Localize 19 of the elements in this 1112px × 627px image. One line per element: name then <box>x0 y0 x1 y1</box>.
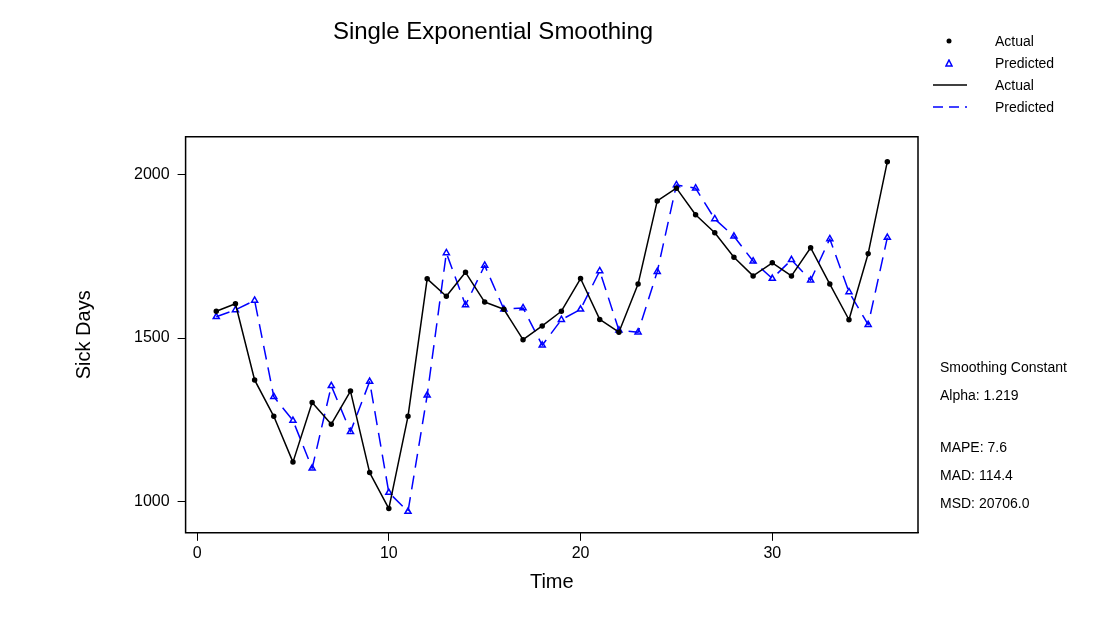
x-axis-title: Time <box>529 569 574 592</box>
text: MAPE: 7.6 <box>940 438 1008 457</box>
y-tick-label: 1500 <box>134 328 170 346</box>
chart-title: Single Exponential Smoothing <box>332 17 654 45</box>
x-tick-label: 20 <box>571 543 590 561</box>
text: MSD: 20706.0 <box>940 494 1031 513</box>
legend-label: Actual <box>995 77 1034 93</box>
x-tick-label: 30 <box>763 543 782 561</box>
text: Smoothing Constant <box>940 358 1067 377</box>
y-tick-label: 1000 <box>134 492 170 510</box>
legend-label: Predicted <box>995 99 1055 115</box>
y-tick-label: 2000 <box>134 164 170 182</box>
text: Actual <box>995 33 1034 49</box>
x-tick-label: 0 <box>192 543 202 561</box>
text: Predicted <box>995 55 1055 71</box>
x-tick-label: 10 <box>379 543 398 561</box>
text: Alpha: 1.219 <box>940 386 1020 405</box>
y-axis-title: Sick Days <box>71 290 94 380</box>
text: MAD: 114.4 <box>940 466 1014 485</box>
